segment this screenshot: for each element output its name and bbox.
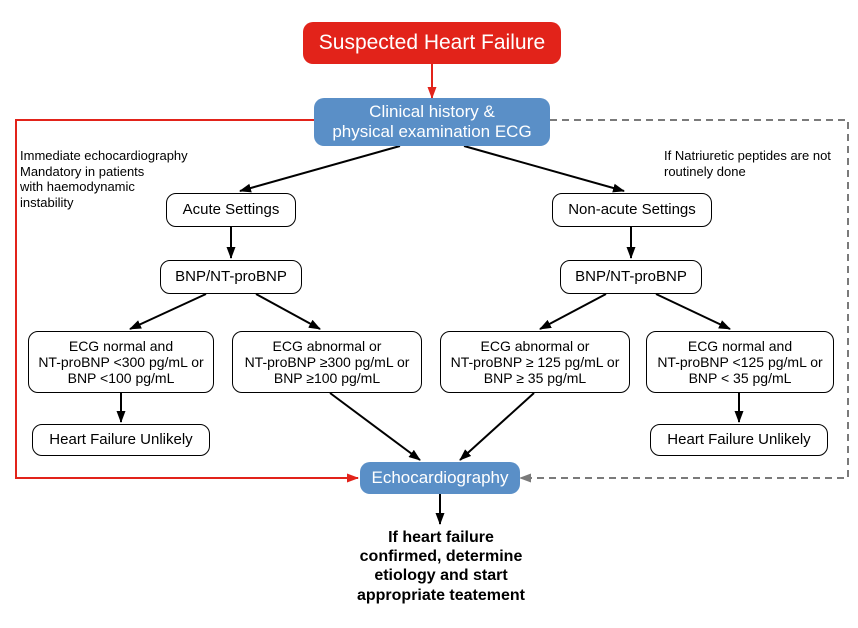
node-ecg-abnormal-right: ECG abnormal or NT-proBNP ≥ 125 pg/mL or… [440,331,630,393]
node-nonacute-settings: Non-acute Settings [552,193,712,227]
node-suspected-hf: Suspected Heart Failure [303,22,561,64]
node-echocardiography: Echocardiography [360,462,520,494]
final-outcome-text: If heart failure confirmed, determine et… [346,528,536,605]
node-hf-unlikely-left: Heart Failure Unlikely [32,424,210,456]
node-clinical-history: Clinical history & physical examination … [314,98,550,146]
node-hf-unlikely-right: Heart Failure Unlikely [650,424,828,456]
node-ecg-abnormal-left: ECG abnormal or NT-proBNP ≥300 pg/mL or … [232,331,422,393]
caption-np-not-routine: If Natriuretic peptides are not routinel… [664,148,854,179]
node-ecg-normal-left: ECG normal and NT-proBNP <300 pg/mL or B… [28,331,214,393]
node-bnp-right: BNP/NT-proBNP [560,260,702,294]
node-bnp-left: BNP/NT-proBNP [160,260,302,294]
caption-immediate-echo: Immediate echocardiography Mandatory in … [20,148,210,210]
node-ecg-normal-right: ECG normal and NT-proBNP <125 pg/mL or B… [646,331,834,393]
flowchart-canvas: Suspected Heart Failure Clinical history… [0,0,858,628]
